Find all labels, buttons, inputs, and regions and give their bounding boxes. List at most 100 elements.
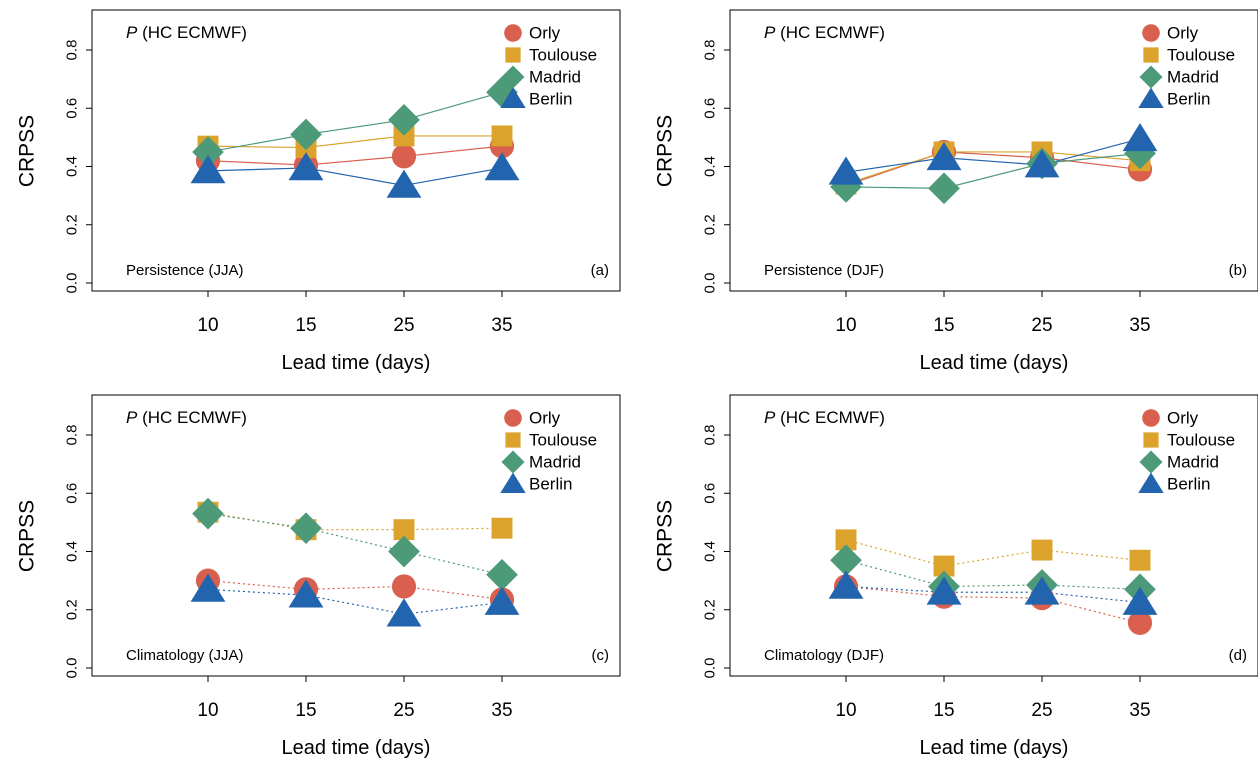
y-tick-label: 0.8 [64, 425, 81, 446]
legend-label-berlin: Berlin [529, 90, 572, 109]
series-line-berlin [845, 585, 1141, 604]
point-toulouse-35 [1129, 549, 1151, 571]
point-berlin-15 [288, 579, 324, 608]
panel-3: 0.0 0.2 0.4 0.6 0.8 10 15 25 35 Lead time (days) C… [16, 394, 621, 759]
x-tick-label: 10 [835, 700, 856, 721]
plot-frame [729, 394, 1258, 677]
panel-letter: (d) [1229, 647, 1247, 664]
legend-label-madrid: Madrid [1167, 453, 1219, 472]
y-tick-label: 0.6 [702, 483, 719, 504]
point-berlin-10 [190, 573, 226, 602]
plot-frame [91, 9, 621, 292]
y-tick-label: 0.4 [64, 156, 81, 177]
point-berlin-35 [484, 586, 520, 615]
y-axis-title: CRPSS [654, 500, 677, 572]
point-madrid-15 [290, 512, 322, 545]
panel-title-variable: P [126, 23, 138, 42]
legend-marker-madrid [501, 65, 525, 89]
x-tick-label: 25 [1031, 315, 1052, 336]
legend-label-berlin: Berlin [1167, 475, 1210, 494]
x-tick-label: 15 [933, 315, 954, 336]
point-berlin-35 [1122, 586, 1158, 615]
series-line-toulouse [207, 511, 503, 531]
x-tick-label: 35 [1129, 315, 1150, 336]
legend-marker-toulouse [1143, 47, 1159, 63]
plot-frame [729, 9, 1258, 292]
reference-label: Climatology (JJA) [126, 647, 244, 664]
point-berlin-25 [1024, 149, 1060, 178]
legend-marker-madrid [501, 450, 525, 474]
legend-marker-orly [504, 24, 522, 42]
series-line-madrid [845, 152, 1141, 189]
series-line-orly [207, 580, 503, 601]
panel-title-variable: P [764, 23, 776, 42]
legend-marker-madrid [1139, 65, 1163, 89]
x-tick-label: 35 [491, 700, 512, 721]
legend-marker-toulouse [1143, 432, 1159, 448]
y-tick-label: 0.0 [64, 273, 81, 294]
point-berlin-10 [190, 155, 226, 184]
x-tick-label: 25 [1031, 700, 1052, 721]
panel-title-source: (HC ECMWF) [137, 23, 247, 42]
y-tick-label: 0.2 [702, 214, 719, 235]
series-line-madrid [207, 513, 503, 576]
series-line-toulouse [845, 539, 1141, 567]
y-tick-label: 0.0 [702, 273, 719, 294]
panel-2: 0.0 0.2 0.4 0.6 0.8 10 15 25 35 Lead time (days) C… [654, 9, 1258, 374]
legend-marker-berlin [1138, 87, 1164, 108]
x-tick-label: 10 [835, 315, 856, 336]
point-madrid-15 [290, 118, 322, 151]
reference-label: Persistence (DJF) [764, 262, 884, 279]
x-axis-title: Lead time (days) [282, 737, 431, 759]
point-orly-35 [1127, 610, 1153, 635]
panel-1: 0.0 0.2 0.4 0.6 0.8 10 15 25 35 Lead time (days) C… [16, 9, 621, 374]
y-axis-title: CRPSS [16, 500, 39, 572]
point-toulouse-25 [393, 519, 415, 541]
series-line-madrid [845, 559, 1141, 590]
legend-marker-toulouse [505, 432, 521, 448]
series-line-orly [207, 145, 503, 166]
x-tick-label: 10 [197, 315, 218, 336]
legend-marker-orly [1142, 24, 1160, 42]
reference-label: Climatology (DJF) [764, 647, 884, 664]
legend-label-toulouse: Toulouse [1167, 431, 1235, 450]
y-tick-label: 0.0 [702, 658, 719, 679]
series-line-orly [845, 585, 1141, 624]
panel-letter: (b) [1229, 262, 1247, 279]
x-tick-label: 25 [393, 315, 414, 336]
series-line-berlin [207, 167, 503, 187]
y-tick-label: 0.6 [64, 483, 81, 504]
x-tick-label: 25 [393, 700, 414, 721]
y-tick-label: 0.2 [64, 214, 81, 235]
panel-4: 0.0 0.2 0.4 0.6 0.8 10 15 25 35 Lead time (days) C… [654, 394, 1258, 759]
panel-title: P (HC ECMWF) [126, 408, 247, 427]
y-tick-label: 0.8 [64, 40, 81, 61]
point-toulouse-35 [491, 517, 513, 539]
legend-marker-berlin [500, 87, 526, 108]
legend-marker-orly [504, 409, 522, 427]
point-toulouse-10 [835, 529, 857, 551]
x-axis-title: Lead time (days) [920, 352, 1069, 374]
point-berlin-10 [828, 570, 864, 599]
panel-title-variable: P [126, 408, 138, 427]
y-tick-label: 0.6 [702, 98, 719, 119]
legend-label-toulouse: Toulouse [1167, 46, 1235, 65]
legend-label-madrid: Madrid [529, 68, 581, 87]
x-tick-label: 15 [295, 700, 316, 721]
legend-label-berlin: Berlin [1167, 90, 1210, 109]
point-orly-25 [391, 574, 417, 599]
y-tick-label: 0.4 [64, 541, 81, 562]
point-toulouse-15 [933, 555, 955, 577]
legend-marker-orly [1142, 409, 1160, 427]
x-tick-label: 10 [197, 700, 218, 721]
x-tick-label: 15 [295, 315, 316, 336]
legend-label-orly: Orly [1167, 24, 1199, 43]
x-axis-title: Lead time (days) [282, 352, 431, 374]
point-berlin-15 [926, 576, 962, 605]
panel-letter: (a) [591, 262, 609, 279]
legend-label-orly: Orly [1167, 409, 1199, 428]
plot-frame [91, 394, 621, 677]
point-berlin-25 [1024, 576, 1060, 605]
panel-title: P (HC ECMWF) [764, 408, 885, 427]
